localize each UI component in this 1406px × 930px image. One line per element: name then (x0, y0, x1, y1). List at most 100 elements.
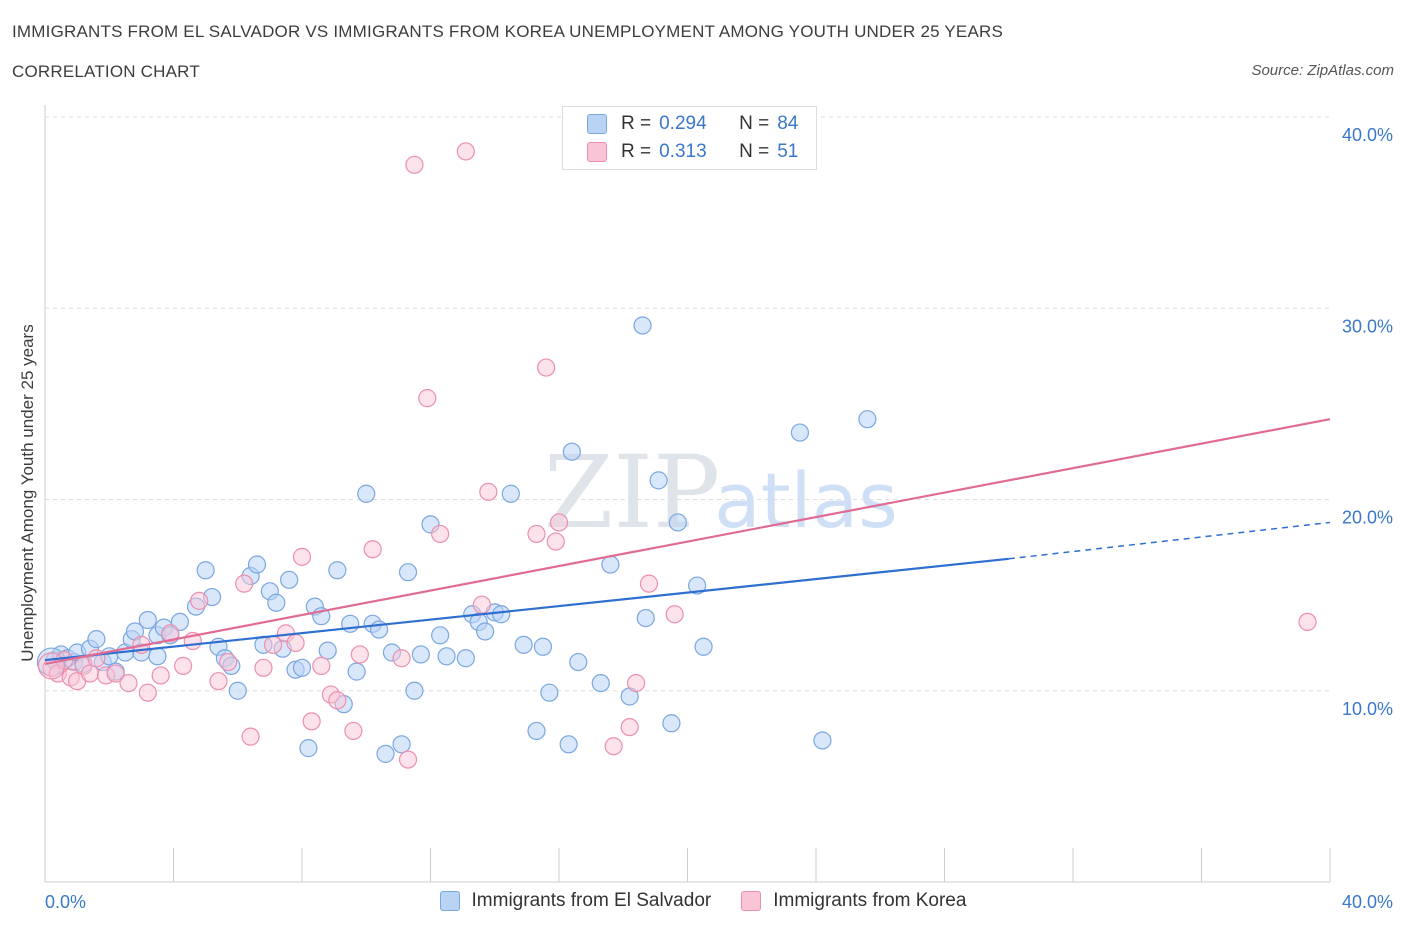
data-point-korea (626, 673, 646, 693)
trend-line-el-salvador-extension (1008, 521, 1331, 560)
r-label: R = (621, 113, 652, 134)
data-point-korea (241, 727, 260, 746)
data-point-korea (292, 547, 312, 566)
watermark: ZIP atlas (544, 434, 898, 551)
data-point-korea (344, 721, 363, 741)
data-point-el-salvador (437, 647, 456, 666)
data-point-el-salvador (411, 645, 430, 664)
data-point-korea (119, 673, 138, 693)
data-point-korea (254, 658, 273, 677)
data-point-korea (286, 633, 305, 653)
y-tick-label: 30.0% (1342, 316, 1393, 336)
data-point-korea (312, 656, 331, 675)
data-point-el-salvador (636, 608, 655, 628)
n-value-korea: 51 (777, 141, 799, 162)
data-point-el-salvador (514, 635, 533, 654)
source-label: Source: ZipAtlas.com (1251, 62, 1394, 79)
data-point-el-salvador (456, 649, 475, 668)
data-point-el-salvador (501, 484, 520, 503)
data-point-korea (37, 652, 66, 680)
y-tick-label: 10.0% (1342, 699, 1393, 719)
series-legend: Immigrants from El Salvador Immigrants f… (0, 890, 1406, 912)
x-tick-label: 40.0% (1342, 892, 1393, 912)
grid-lines (45, 116, 1330, 692)
data-point-el-salvador (790, 423, 810, 442)
data-point-el-salvador (662, 714, 681, 733)
data-point-el-salvador (858, 410, 877, 429)
data-point-el-salvador (694, 637, 713, 656)
data-point-el-salvador (292, 658, 312, 677)
data-point-el-salvador (392, 735, 411, 754)
data-point-korea (431, 524, 450, 544)
data-point-korea (479, 482, 498, 501)
data-point-el-salvador (376, 744, 395, 763)
axes (44, 105, 1331, 883)
data-point-korea (328, 691, 347, 710)
data-point-el-salvador (492, 605, 511, 624)
legend-swatch-pink (741, 891, 762, 911)
data-point-el-salvador (559, 735, 578, 754)
x-tick-label: 0.0% (45, 892, 86, 912)
data-point-el-salvador (562, 442, 581, 461)
data-point-korea (161, 624, 180, 643)
data-point-korea (405, 155, 424, 174)
data-point-korea (174, 656, 193, 675)
data-point-el-salvador (87, 630, 106, 649)
data-point-el-salvador (247, 555, 267, 574)
correlation-legend: R = 0.294 N = 84 R = 0.313 N = 51 (562, 106, 817, 170)
data-point-el-salvador (476, 622, 495, 641)
legend-item-el-salvador: Immigrants from El Salvador (439, 890, 712, 912)
data-point-el-salvador (431, 626, 450, 645)
legend-swatch-blue (587, 114, 607, 134)
data-point-korea (190, 591, 209, 610)
legend-label-korea: Immigrants from Korea (773, 890, 967, 911)
trend-line-korea (44, 418, 1331, 666)
data-point-korea (472, 595, 491, 614)
data-point-el-salvador (138, 610, 157, 630)
data-point-el-salvador (649, 471, 668, 490)
data-point-el-salvador (668, 513, 687, 532)
data-point-korea (604, 737, 623, 756)
trend-line-el-salvador (44, 557, 1009, 662)
data-point-korea (302, 712, 321, 731)
data-point-korea (151, 666, 170, 685)
r-value-el-salvador: 0.294 (659, 113, 707, 134)
data-point-korea (363, 540, 382, 559)
data-point-korea (665, 605, 684, 624)
data-point-el-salvador (540, 683, 559, 702)
y-tick-label: 40.0% (1342, 125, 1393, 145)
legend-row-korea: R = 0.313 N = 51 (587, 140, 798, 164)
y-tick-label: 20.0% (1342, 508, 1393, 528)
data-point-korea (350, 645, 369, 664)
data-point-korea (639, 574, 659, 593)
data-point-el-salvador (633, 316, 652, 335)
data-point-el-salvador (569, 652, 588, 672)
legend-label-el-salvador: Immigrants from El Salvador (471, 890, 712, 911)
data-point-el-salvador (688, 576, 707, 595)
data-point-korea (209, 672, 228, 691)
data-point-el-salvador (328, 561, 347, 580)
n-label: N = (739, 141, 770, 162)
data-point-el-salvador (813, 731, 832, 750)
data-point-korea (138, 683, 157, 702)
r-label: R = (621, 141, 652, 162)
data-point-el-salvador (533, 637, 553, 656)
legend-row-el-salvador: R = 0.294 N = 84 (587, 112, 798, 136)
n-label: N = (739, 113, 770, 134)
data-point-el-salvador (299, 739, 318, 758)
y-axis-label: Unemployment Among Youth under 25 years (18, 324, 37, 662)
data-point-korea (527, 524, 546, 544)
data-point-el-salvador (601, 555, 620, 574)
chart-subtitle: CORRELATION CHART (12, 62, 200, 81)
legend-swatch-blue (439, 891, 460, 911)
data-point-el-salvador (196, 561, 215, 580)
data-point-korea (537, 358, 556, 377)
legend-swatch-pink (587, 142, 607, 162)
data-point-korea (398, 750, 418, 769)
data-point-el-salvador (318, 641, 337, 660)
data-point-korea (549, 513, 569, 532)
data-point-korea (546, 532, 565, 551)
data-point-el-salvador (398, 563, 418, 582)
chart-title: IMMIGRANTS FROM EL SALVADOR VS IMMIGRANT… (12, 22, 1004, 41)
